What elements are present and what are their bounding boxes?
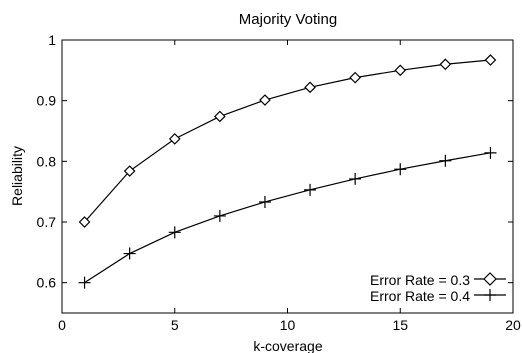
legend-marker-plus (484, 289, 496, 301)
y-tick-label: 0.8 (37, 153, 57, 169)
data-point-plus (123, 247, 136, 260)
y-tick-label: 1 (48, 32, 56, 48)
data-point-diamond (349, 71, 361, 84)
data-point-plus (394, 163, 407, 176)
data-point-diamond (168, 133, 181, 145)
data-point-plus (439, 154, 452, 167)
legend-label-error-rate-0.3: Error Rate = 0.3 (370, 272, 470, 288)
data-point-diamond (214, 110, 226, 123)
data-point-diamond (78, 216, 91, 228)
data-point-plus (304, 183, 317, 196)
series-line-0 (84, 59, 491, 223)
y-tick-label: 0.7 (37, 214, 57, 230)
legend: Error Rate = 0.3 Error Rate = 0.4 (370, 272, 506, 304)
y-axis-label: Reliability (9, 146, 25, 206)
y-tick-label: 0.9 (37, 93, 57, 109)
legend-label-error-rate-0.4: Error Rate = 0.4 (370, 288, 470, 304)
x-tick-label: 5 (171, 317, 179, 333)
data-point-plus (213, 209, 226, 222)
chart-title: Majority Voting (239, 11, 337, 28)
x-tick-label: 15 (392, 317, 408, 333)
data-point-plus (258, 195, 271, 208)
legend-marker-diamond (483, 272, 497, 286)
series-line-1 (84, 152, 491, 284)
data-point-diamond (394, 64, 407, 77)
series-lines (84, 59, 491, 284)
x-tick-label: 0 (58, 317, 66, 333)
y-tick-label: 0.6 (37, 275, 57, 291)
data-point-plus (484, 146, 497, 159)
data-point-diamond (123, 165, 136, 177)
data-point-plus (78, 276, 91, 289)
data-point-diamond (439, 58, 452, 71)
x-tick-label: 20 (505, 317, 521, 333)
x-axis-label: k-coverage (253, 338, 322, 353)
axis-ticks: 0 5 10 15 20 0.6 0.7 0.8 0.9 1 (37, 32, 521, 333)
data-point-diamond (259, 94, 271, 106)
x-tick-label: 10 (280, 317, 296, 333)
data-point-plus (168, 226, 181, 239)
data-point-plus (349, 172, 362, 185)
series-markers (78, 54, 497, 289)
data-point-diamond (484, 54, 497, 66)
data-point-diamond (304, 81, 316, 94)
